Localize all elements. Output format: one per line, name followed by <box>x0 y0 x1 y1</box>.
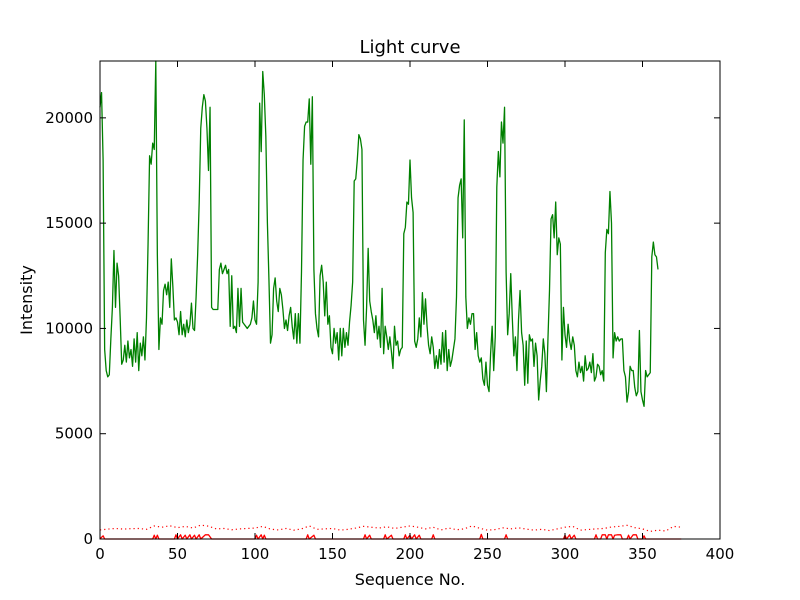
y-tick-label: 20000 <box>45 109 93 127</box>
x-tick-label: 0 <box>95 545 105 563</box>
y-axis-label: Intensity <box>17 265 36 335</box>
x-tick-label: 100 <box>241 545 270 563</box>
x-tick-label: 300 <box>551 545 580 563</box>
y-tick-label: 15000 <box>45 214 93 232</box>
series-line-0 <box>99 60 659 407</box>
chart-title: Light curve <box>359 37 460 58</box>
axis-ticks-group: 0 50 100 150 200 250 300 350 400 0 5000 10000 15000 2… <box>45 61 734 563</box>
x-tick-label: 50 <box>168 545 187 563</box>
y-tick-label: 5000 <box>55 425 93 443</box>
y-tick-label: 10000 <box>45 319 93 337</box>
x-tick-label: 200 <box>396 545 425 563</box>
y-tick-label: 0 <box>83 530 93 548</box>
x-tick-label: 150 <box>318 545 347 563</box>
x-axis-label: Sequence No. <box>355 570 466 589</box>
plot-series-group <box>99 60 682 540</box>
x-tick-label: 400 <box>706 545 735 563</box>
x-tick-label: 350 <box>628 545 657 563</box>
series-line-2 <box>99 533 682 540</box>
x-tick-label: 250 <box>473 545 502 563</box>
plot-frame <box>99 60 721 540</box>
